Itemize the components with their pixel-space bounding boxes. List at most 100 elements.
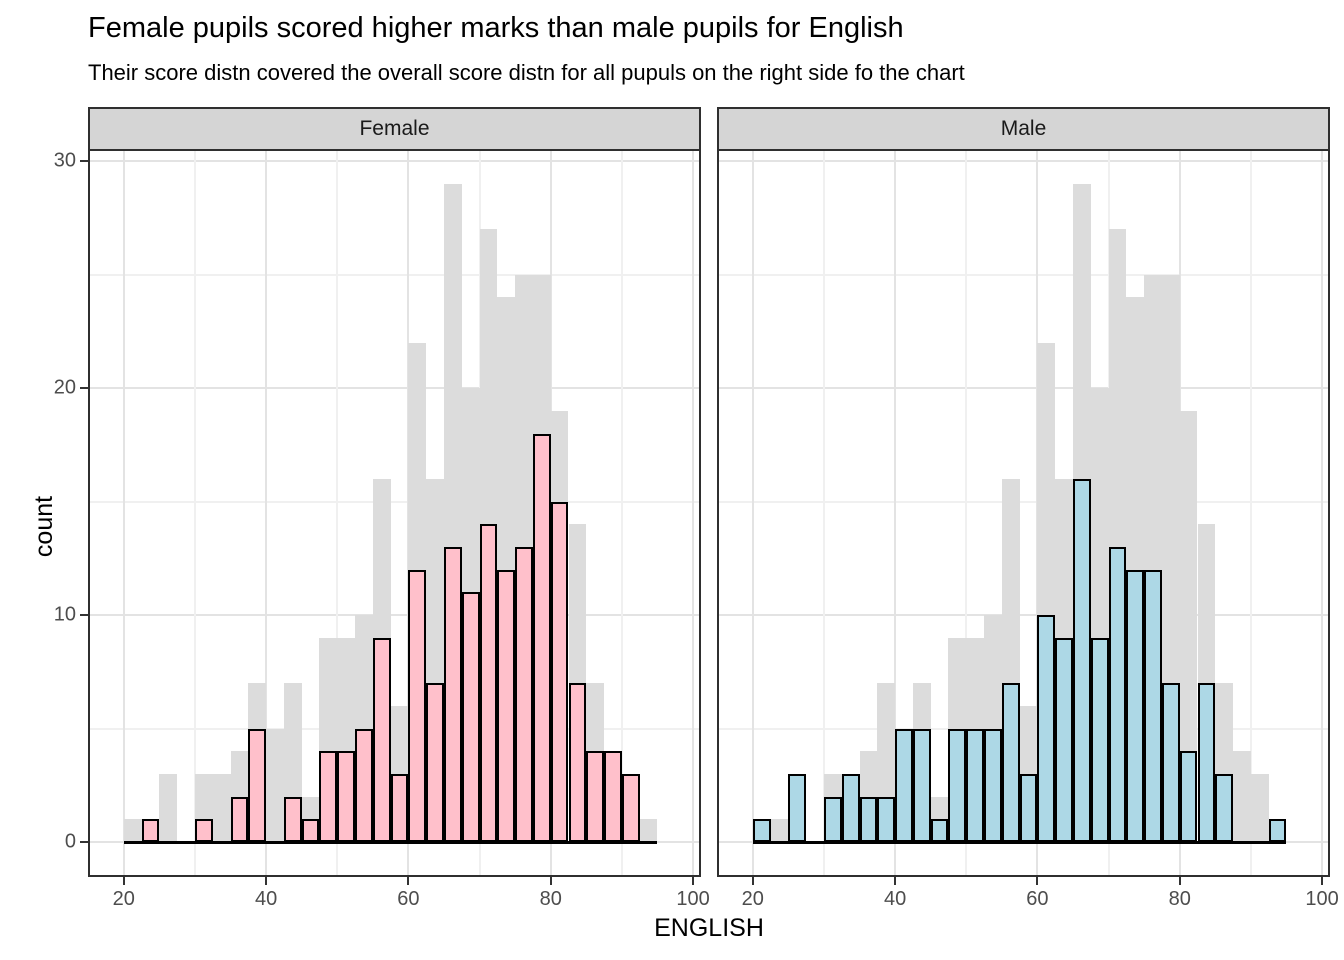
gridline-y-major [90, 387, 699, 390]
histogram-bar-female [408, 569, 427, 843]
facet-strip-female: Female [88, 107, 701, 151]
facet-strip-male: Male [717, 107, 1330, 151]
facet-panel-male-inner [719, 151, 1328, 875]
histogram-bar-male [1001, 683, 1020, 843]
histogram-bar-male [1019, 774, 1038, 843]
histogram-bar-overall [1179, 410, 1198, 843]
histogram-bar-male [1268, 819, 1287, 843]
x-axis-tick-label: 100 [676, 888, 710, 910]
y-axis-tick-label: 30 [53, 149, 76, 172]
histogram-bar-female [337, 751, 356, 843]
histogram-bar-male [1215, 774, 1234, 843]
histogram-bar-overall [123, 819, 142, 843]
histogram-bar-female [390, 774, 409, 843]
x-axis-tick-label: 60 [1026, 888, 1049, 910]
gridline-x-major [122, 151, 125, 875]
x-axis-tick [1178, 877, 1181, 885]
x-axis-tick-label: 80 [539, 888, 562, 910]
x-axis-tick [751, 877, 754, 885]
gridline-y-minor [90, 500, 699, 503]
gridline-x-minor [193, 151, 196, 875]
x-axis-tick [265, 877, 268, 885]
x-axis-tick-label: 40 [883, 888, 907, 910]
histogram-bar-female [479, 524, 498, 843]
histogram-bar-male [1161, 683, 1180, 843]
histogram-bar-female [497, 569, 516, 843]
facet-panel-female-inner [90, 151, 699, 875]
histogram-bar-male [930, 819, 949, 843]
x-axis-tick [1036, 877, 1039, 885]
gridline-y-major [90, 614, 699, 617]
x-axis-tick-label: 60 [397, 888, 420, 910]
histogram-bar-female [621, 774, 640, 843]
zero-baseline [752, 840, 1287, 844]
histogram-bar-female [443, 547, 462, 843]
x-axis-tick-label: 80 [1168, 888, 1191, 910]
histogram-bar-male [984, 728, 1002, 843]
histogram-bar-male [1072, 478, 1091, 843]
y-axis-tick-label: 10 [53, 603, 76, 626]
histogram-bar-female [319, 751, 338, 843]
histogram-bar-male [1037, 615, 1056, 843]
x-axis-tick-label: 100 [1305, 888, 1339, 910]
y-axis-tick [80, 160, 88, 163]
facet-strip-female-label: Female [359, 117, 430, 140]
histogram-bar-overall [1250, 774, 1269, 843]
histogram-bar-female [230, 796, 249, 843]
y-axis-title: count [30, 495, 59, 558]
histogram-bar-female [372, 637, 391, 843]
gridline-x-major [751, 151, 754, 875]
y-axis-tick [80, 841, 88, 844]
histogram-bar-male [895, 728, 913, 843]
gridline-x-major [265, 151, 268, 875]
gridline-x-minor [822, 151, 825, 875]
x-axis-tick [549, 877, 552, 885]
gridline-y-minor [719, 273, 1328, 276]
histogram-bar-overall [1233, 751, 1251, 843]
y-axis-tick [80, 387, 88, 390]
gridline-x-minor [1249, 151, 1252, 875]
histogram-bar-male [823, 796, 842, 843]
x-axis-tick-label: 20 [741, 888, 764, 910]
histogram-bar-female [568, 683, 587, 843]
gridline-y-major [719, 387, 1328, 390]
histogram-bar-male [788, 774, 807, 843]
y-axis-tick-label: 20 [53, 376, 76, 399]
histogram-bar-overall [212, 774, 231, 843]
histogram-bar-male [1108, 547, 1127, 843]
histogram-bar-male [752, 819, 771, 843]
x-axis-tick-label: 40 [254, 888, 278, 910]
gridline-y-minor [90, 273, 699, 276]
histogram-bar-male [948, 728, 967, 843]
gridline-x-minor [620, 151, 623, 875]
gridline-x-major [692, 151, 695, 875]
gridline-x-major [1321, 151, 1324, 875]
y-axis-tick-label: 0 [64, 830, 76, 853]
plot-subtitle: Their score distn covered the overall sc… [88, 60, 965, 85]
histogram-bar-overall [770, 819, 789, 843]
x-axis-tick [122, 877, 125, 885]
x-axis-tick [894, 877, 897, 885]
x-axis-title: ENGLISH [654, 914, 764, 942]
histogram-bar-male [1197, 683, 1216, 843]
histogram-bar-female [604, 751, 622, 843]
histogram-bar-female [355, 728, 373, 843]
histogram-bar-female [426, 683, 444, 843]
facet-strip-male-label: Male [1000, 117, 1047, 140]
x-axis-tick [1321, 877, 1324, 885]
histogram-bar-male [1090, 637, 1109, 843]
gridline-x-minor [965, 151, 968, 875]
gridline-x-minor [336, 151, 339, 875]
histogram-bar-male [859, 796, 878, 843]
histogram-bar-female [515, 547, 533, 843]
histogram-bar-female [301, 819, 320, 843]
histogram-bar-male [1126, 569, 1145, 843]
y-axis-tick [80, 614, 88, 617]
histogram-bar-overall [266, 728, 284, 843]
histogram-bar-male [1144, 569, 1162, 843]
histogram-bar-male [1055, 637, 1073, 843]
histogram-bar-male [966, 728, 985, 843]
histogram-bar-overall [159, 774, 178, 843]
histogram-bar-female [283, 796, 302, 843]
gridline-y-major [719, 614, 1328, 617]
